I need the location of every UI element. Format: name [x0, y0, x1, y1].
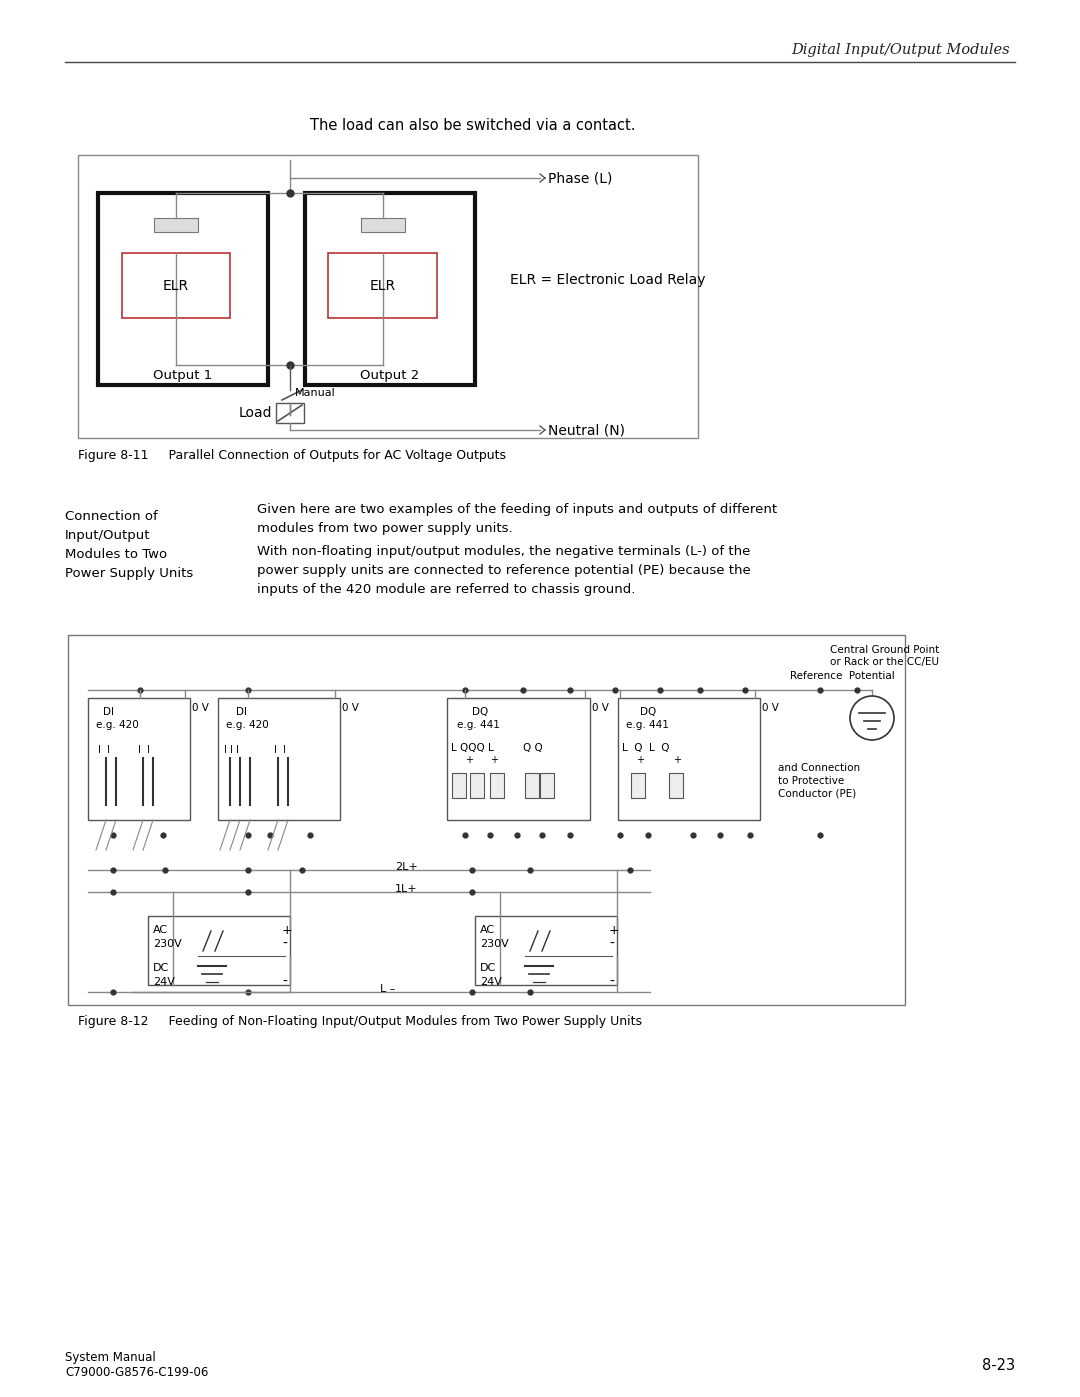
- Bar: [87, 698, 190, 820]
- Text: to Protective: to Protective: [778, 775, 845, 787]
- Text: +: +: [609, 923, 620, 936]
- Text: Figure 8-12     Feeding of Non-Floating Input/Output Modules from Two Power Supp: Figure 8-12 Feeding of Non-Floating Inpu…: [78, 1016, 642, 1028]
- Bar: [540, 773, 554, 798]
- Text: +: +: [673, 754, 681, 766]
- Text: -: -: [609, 975, 613, 989]
- Text: DC: DC: [480, 963, 496, 972]
- Bar: [218, 698, 340, 820]
- Text: L QQQ L: L QQQ L: [451, 743, 494, 753]
- Text: 0 V: 0 V: [192, 703, 208, 712]
- Text: 0 V: 0 V: [592, 703, 609, 712]
- Text: Load: Load: [239, 407, 272, 420]
- Text: Connection of
Input/Output
Modules to Two
Power Supply Units: Connection of Input/Output Modules to Tw…: [65, 510, 193, 580]
- Text: I  I: I I: [274, 745, 286, 754]
- Text: AC: AC: [153, 925, 168, 935]
- Text: +: +: [490, 754, 498, 766]
- Text: e.g. 420: e.g. 420: [226, 719, 269, 731]
- Text: L  Q  L  Q: L Q L Q: [622, 743, 670, 753]
- Text: DC: DC: [153, 963, 170, 972]
- Text: Neutral (N): Neutral (N): [548, 423, 625, 437]
- Text: Central Ground Point: Central Ground Point: [831, 645, 940, 655]
- Bar: [361, 218, 405, 232]
- Text: AC: AC: [480, 925, 495, 935]
- Text: I  I: I I: [98, 745, 110, 754]
- Text: 0 V: 0 V: [762, 703, 779, 712]
- Bar: [328, 253, 437, 319]
- Bar: [122, 253, 230, 319]
- Bar: [154, 218, 198, 232]
- Text: DI: DI: [237, 707, 247, 717]
- Bar: [148, 916, 291, 985]
- Bar: [305, 193, 475, 386]
- Text: Figure 8-11     Parallel Connection of Outputs for AC Voltage Outputs: Figure 8-11 Parallel Connection of Outpu…: [78, 448, 507, 461]
- Text: System Manual: System Manual: [65, 1351, 156, 1365]
- Bar: [78, 155, 698, 439]
- Text: 0 V: 0 V: [342, 703, 359, 712]
- Text: Output 2: Output 2: [361, 369, 420, 381]
- Text: ELR = Electronic Load Relay: ELR = Electronic Load Relay: [510, 272, 705, 286]
- Text: 24V: 24V: [153, 977, 175, 988]
- Text: -: -: [609, 937, 613, 951]
- Text: ELR: ELR: [369, 278, 395, 292]
- Bar: [276, 402, 303, 423]
- Bar: [490, 773, 504, 798]
- Text: +: +: [465, 754, 473, 766]
- Bar: [525, 773, 539, 798]
- Bar: [98, 193, 268, 386]
- Text: L –: L –: [380, 983, 395, 995]
- Circle shape: [850, 696, 894, 740]
- Text: I  I: I I: [138, 745, 150, 754]
- Text: C79000-G8576-C199-06: C79000-G8576-C199-06: [65, 1365, 208, 1379]
- Text: Phase (L): Phase (L): [548, 170, 612, 184]
- Bar: [631, 773, 645, 798]
- Text: e.g. 420: e.g. 420: [96, 719, 138, 731]
- Text: ELR: ELR: [163, 278, 189, 292]
- Text: or Rack or the CC/EU: or Rack or the CC/EU: [831, 657, 939, 666]
- Text: Given here are two examples of the feeding of inputs and outputs of different
mo: Given here are two examples of the feedi…: [257, 503, 778, 535]
- Text: Digital Input/Output Modules: Digital Input/Output Modules: [792, 43, 1010, 57]
- Text: 8-23: 8-23: [982, 1358, 1015, 1372]
- Text: e.g. 441: e.g. 441: [457, 719, 500, 731]
- Bar: [669, 773, 683, 798]
- Bar: [475, 916, 617, 985]
- Text: +: +: [636, 754, 644, 766]
- Text: Reference  Potential: Reference Potential: [789, 671, 894, 680]
- Bar: [470, 773, 484, 798]
- Text: I I I: I I I: [224, 745, 239, 754]
- Text: DQ: DQ: [640, 707, 657, 717]
- Text: +: +: [282, 923, 293, 936]
- Text: e.g. 441: e.g. 441: [626, 719, 669, 731]
- Text: Q Q: Q Q: [523, 743, 543, 753]
- Text: Output 1: Output 1: [153, 369, 213, 381]
- Bar: [453, 773, 465, 798]
- Text: 2L+: 2L+: [395, 862, 418, 872]
- Text: 1L+: 1L+: [395, 884, 418, 894]
- Text: 24V: 24V: [480, 977, 502, 988]
- Text: and Connection: and Connection: [778, 763, 860, 773]
- Text: DI: DI: [103, 707, 114, 717]
- Text: DQ: DQ: [472, 707, 488, 717]
- Bar: [447, 698, 590, 820]
- Text: The load can also be switched via a contact.: The load can also be switched via a cont…: [310, 117, 635, 133]
- Text: Manual: Manual: [295, 388, 336, 398]
- Text: -: -: [282, 975, 287, 989]
- Bar: [618, 698, 760, 820]
- Text: 230V: 230V: [153, 939, 181, 949]
- Text: With non-floating input/output modules, the negative terminals (L-) of the
power: With non-floating input/output modules, …: [257, 545, 751, 597]
- Bar: [68, 636, 905, 1004]
- Text: -: -: [282, 937, 287, 951]
- Text: Conductor (PE): Conductor (PE): [778, 789, 856, 799]
- Text: 230V: 230V: [480, 939, 509, 949]
